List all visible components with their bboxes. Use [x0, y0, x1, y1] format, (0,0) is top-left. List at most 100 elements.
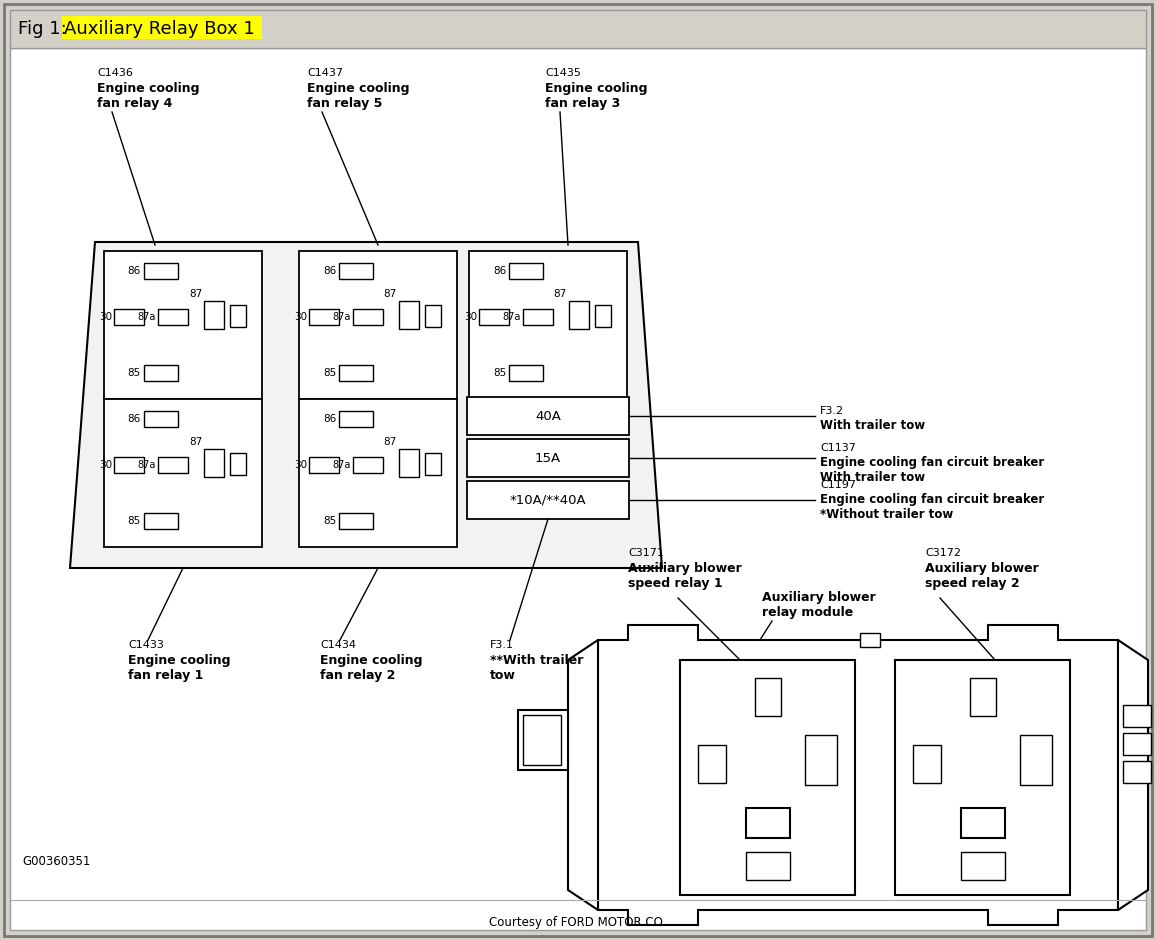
Bar: [523, 309, 553, 325]
Bar: [913, 745, 941, 783]
Bar: [467, 397, 629, 435]
Text: 30: 30: [464, 312, 477, 322]
Text: 87a: 87a: [333, 312, 351, 322]
Bar: [469, 251, 627, 399]
Text: 86: 86: [128, 414, 141, 424]
Text: **With trailer
tow: **With trailer tow: [490, 654, 584, 682]
Text: C1197: C1197: [820, 480, 855, 490]
Bar: [698, 745, 726, 783]
Bar: [961, 852, 1005, 880]
Text: F3.2: F3.2: [820, 406, 844, 416]
Polygon shape: [568, 640, 598, 910]
Bar: [518, 710, 568, 770]
Bar: [353, 309, 383, 325]
Text: With trailer tow: With trailer tow: [820, 419, 925, 432]
Text: C1434: C1434: [320, 640, 356, 650]
Bar: [467, 439, 629, 477]
Text: C1436: C1436: [97, 68, 133, 78]
Bar: [10, 10, 1146, 48]
Bar: [299, 399, 457, 547]
Text: 86: 86: [128, 266, 141, 276]
Text: Courtesy of FORD MOTOR CO.: Courtesy of FORD MOTOR CO.: [489, 916, 667, 929]
Text: 87: 87: [188, 289, 202, 299]
Bar: [339, 513, 373, 529]
Text: *10A/**40A: *10A/**40A: [510, 494, 586, 507]
Bar: [467, 481, 629, 519]
Bar: [203, 301, 224, 329]
Text: 85: 85: [323, 516, 336, 526]
Bar: [104, 251, 262, 399]
Bar: [509, 365, 543, 381]
Text: 86: 86: [492, 266, 506, 276]
Bar: [144, 365, 178, 381]
Text: Engine cooling fan circuit breaker
*Without trailer tow: Engine cooling fan circuit breaker *With…: [820, 493, 1044, 521]
Bar: [104, 399, 262, 547]
Text: Engine cooling
fan relay 1: Engine cooling fan relay 1: [128, 654, 230, 682]
Text: 87a: 87a: [138, 312, 156, 322]
Bar: [158, 309, 188, 325]
Text: 30: 30: [99, 312, 112, 322]
Text: 85: 85: [128, 516, 141, 526]
Text: Auxiliary blower
speed relay 2: Auxiliary blower speed relay 2: [925, 562, 1039, 590]
Bar: [144, 513, 178, 529]
Bar: [309, 309, 339, 325]
Bar: [746, 852, 790, 880]
Text: 86: 86: [323, 266, 336, 276]
Text: Engine cooling
fan relay 5: Engine cooling fan relay 5: [307, 82, 409, 110]
Text: 30: 30: [294, 312, 307, 322]
Bar: [114, 309, 144, 325]
Bar: [230, 453, 246, 475]
Bar: [339, 365, 373, 381]
Text: Auxiliary blower
speed relay 1: Auxiliary blower speed relay 1: [628, 562, 742, 590]
Bar: [230, 305, 246, 327]
Text: 87a: 87a: [503, 312, 521, 322]
Bar: [114, 457, 144, 473]
Bar: [399, 301, 418, 329]
Text: 87: 87: [384, 437, 397, 447]
Text: 87: 87: [188, 437, 202, 447]
Bar: [970, 678, 995, 716]
Bar: [961, 808, 1005, 838]
Text: 30: 30: [99, 460, 112, 470]
Text: Engine cooling
fan relay 3: Engine cooling fan relay 3: [544, 82, 647, 110]
Bar: [860, 633, 880, 647]
Bar: [479, 309, 509, 325]
Bar: [144, 411, 178, 427]
Text: Engine cooling
fan relay 4: Engine cooling fan relay 4: [97, 82, 200, 110]
Bar: [805, 735, 837, 785]
Polygon shape: [71, 242, 662, 568]
Bar: [569, 301, 590, 329]
Bar: [425, 305, 440, 327]
Bar: [309, 457, 339, 473]
Polygon shape: [598, 625, 1118, 925]
Bar: [1122, 761, 1151, 783]
Text: C1137: C1137: [820, 443, 855, 453]
Text: Fig 1:: Fig 1:: [18, 20, 73, 38]
Bar: [746, 808, 790, 838]
Bar: [1122, 733, 1151, 755]
Text: F3.1: F3.1: [490, 640, 514, 650]
Bar: [1122, 705, 1151, 727]
Text: 87: 87: [384, 289, 397, 299]
Bar: [339, 411, 373, 427]
Text: 87: 87: [554, 289, 566, 299]
Text: 86: 86: [323, 414, 336, 424]
Bar: [62, 16, 262, 39]
Text: Auxiliary Relay Box 1: Auxiliary Relay Box 1: [64, 20, 254, 38]
Text: 30: 30: [294, 460, 307, 470]
Text: 85: 85: [492, 368, 506, 378]
Bar: [299, 251, 457, 399]
Text: G00360351: G00360351: [22, 855, 90, 868]
Bar: [755, 678, 780, 716]
Bar: [509, 263, 543, 279]
Polygon shape: [1118, 640, 1148, 910]
Bar: [595, 305, 612, 327]
Bar: [1020, 735, 1052, 785]
Bar: [203, 449, 224, 477]
Bar: [523, 715, 561, 765]
Text: Auxiliary blower
relay module: Auxiliary blower relay module: [762, 591, 876, 619]
Text: C1435: C1435: [544, 68, 580, 78]
Bar: [399, 449, 418, 477]
Text: 87a: 87a: [138, 460, 156, 470]
Text: C1433: C1433: [128, 640, 164, 650]
